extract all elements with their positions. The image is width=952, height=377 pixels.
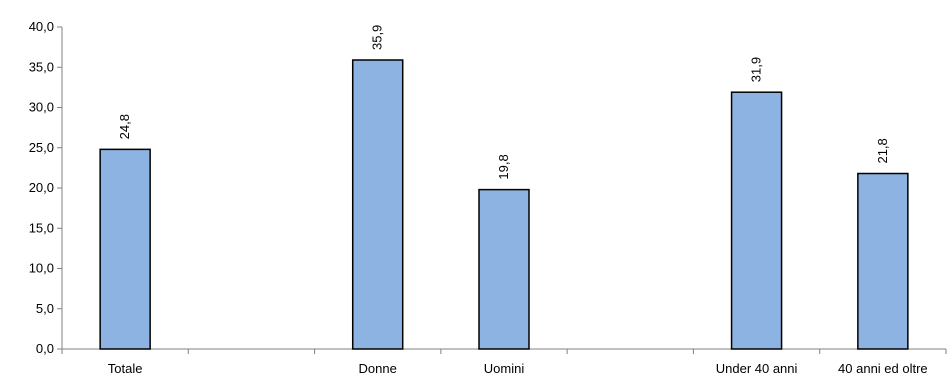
x-tick-label: 40 anni ed oltre [838, 361, 928, 376]
bar [857, 172, 909, 350]
data-label: 31,9 [749, 57, 764, 82]
bars [99, 59, 909, 350]
y-tick-label: 40,0 [29, 19, 54, 34]
x-tick-label: Totale [108, 361, 143, 376]
bar [99, 148, 151, 350]
data-label: 24,8 [117, 114, 132, 139]
data-labels: 24,8 35,9 19,8 31,9 21,8 [117, 25, 890, 180]
data-label: 35,9 [370, 25, 385, 50]
bar [478, 188, 530, 350]
bar [730, 91, 783, 350]
data-label: 21,8 [875, 138, 890, 163]
x-axis: Totale Donne Uomini Under 40 anni 40 anni ed… [61, 348, 947, 376]
y-axis: 0,0 5,0 10,0 15,0 20,0 25,0 30,0 35,0 40,0 [29, 19, 63, 356]
bar [351, 59, 404, 350]
x-tick-label: Under 40 anni [716, 361, 798, 376]
y-tick-label: 5,0 [36, 301, 54, 316]
y-tick-label: 15,0 [29, 220, 54, 235]
y-tick-label: 10,0 [29, 261, 54, 276]
x-tick-label: Donne [359, 361, 397, 376]
y-tick-label: 30,0 [29, 100, 54, 115]
data-label: 19,8 [496, 154, 511, 179]
y-tick-label: 0,0 [36, 341, 54, 356]
y-tick-label: 20,0 [29, 180, 54, 195]
y-tick-label: 35,0 [29, 59, 54, 74]
x-tick-label: Uomini [484, 361, 525, 376]
y-tick-label: 25,0 [29, 140, 54, 155]
